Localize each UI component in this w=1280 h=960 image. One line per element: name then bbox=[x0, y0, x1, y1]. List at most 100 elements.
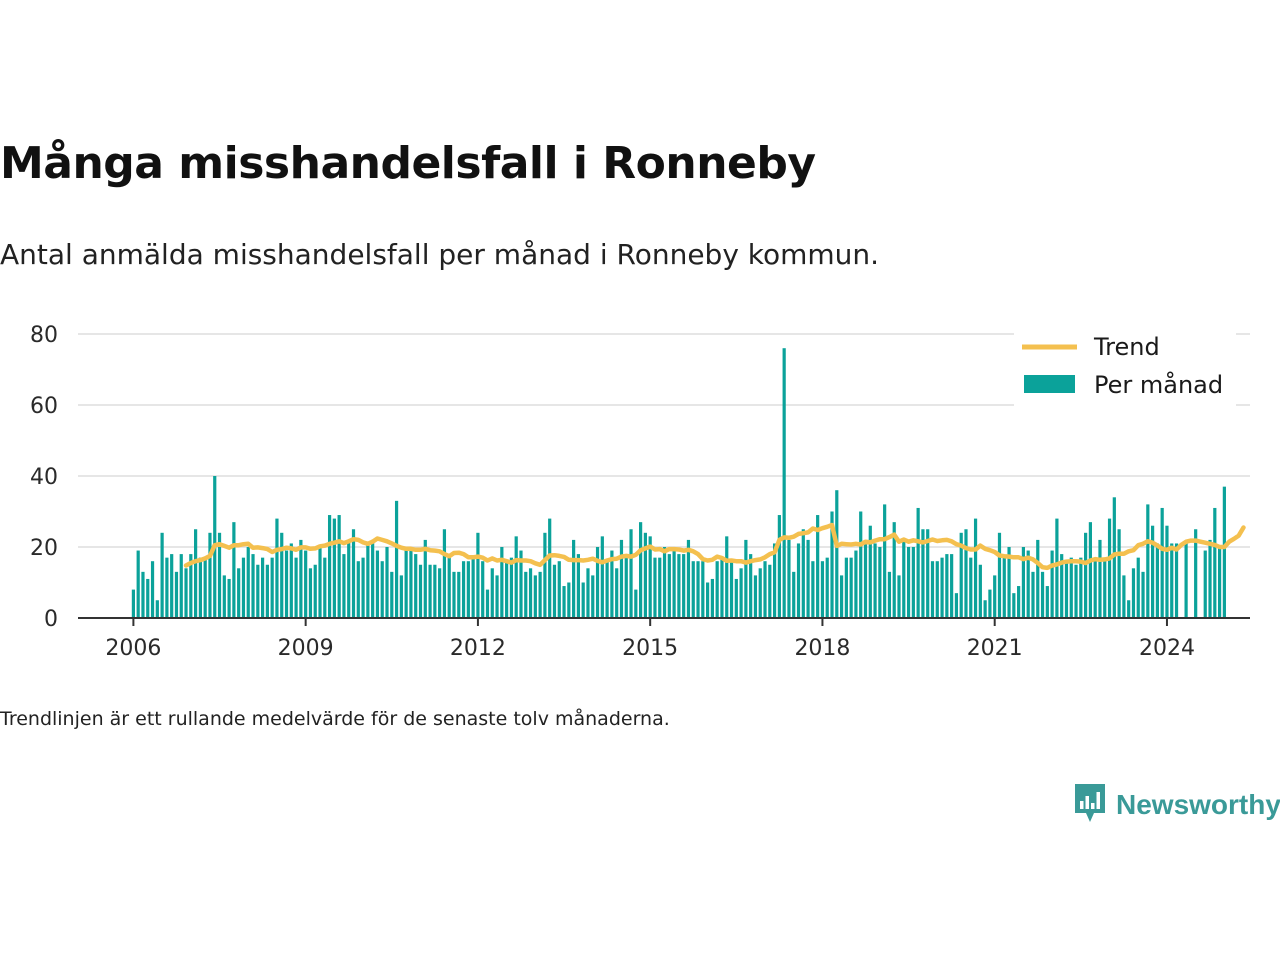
bar bbox=[581, 582, 585, 618]
bar bbox=[371, 539, 375, 618]
bar bbox=[1131, 568, 1136, 618]
bar bbox=[1036, 539, 1040, 618]
bar bbox=[777, 515, 781, 618]
bar bbox=[246, 547, 250, 618]
brand-logo: Newsworthy bbox=[1072, 782, 1280, 828]
bar bbox=[1217, 547, 1222, 618]
legend-trend-label: Trend bbox=[1093, 333, 1160, 361]
bar bbox=[146, 578, 150, 618]
footnote: Trendlinjen är ett rullande medelvärde f… bbox=[0, 708, 670, 730]
bar bbox=[136, 550, 140, 618]
bar bbox=[241, 557, 246, 618]
bar bbox=[744, 539, 748, 618]
chart-area: 0 20 40 60 80 2006 2009 2012 2015 2018 2021 2024 T… bbox=[30, 323, 1250, 661]
bar bbox=[1074, 564, 1078, 618]
bar bbox=[787, 539, 791, 618]
bar bbox=[811, 561, 815, 618]
bar bbox=[237, 568, 241, 618]
bar bbox=[327, 515, 332, 618]
bar bbox=[662, 547, 667, 618]
bar bbox=[1174, 543, 1179, 618]
bar bbox=[1151, 525, 1155, 618]
bar bbox=[318, 547, 322, 618]
bar bbox=[524, 571, 528, 618]
bar bbox=[332, 518, 336, 618]
bar bbox=[720, 557, 724, 618]
bar bbox=[734, 578, 738, 618]
bar bbox=[519, 550, 523, 618]
bar bbox=[457, 571, 461, 618]
bar bbox=[447, 554, 451, 618]
bar bbox=[586, 568, 590, 618]
bar bbox=[256, 564, 260, 618]
bar bbox=[667, 554, 671, 618]
bar bbox=[849, 557, 853, 618]
bar bbox=[1208, 539, 1212, 618]
bar bbox=[404, 547, 408, 618]
bar bbox=[648, 536, 652, 618]
bar bbox=[1084, 532, 1088, 618]
bar bbox=[782, 348, 786, 618]
bar bbox=[839, 575, 844, 618]
x-tick-label: 2015 bbox=[622, 636, 678, 661]
y-axis-ticks: 0 20 40 60 80 bbox=[30, 323, 58, 632]
bar bbox=[749, 554, 753, 618]
bar bbox=[442, 529, 447, 618]
bar bbox=[725, 536, 729, 618]
bar bbox=[969, 557, 973, 618]
bar-series-per-manad bbox=[131, 348, 1226, 618]
bar bbox=[409, 550, 413, 618]
bar bbox=[988, 589, 992, 618]
bar bbox=[1045, 586, 1049, 618]
bar bbox=[978, 564, 982, 618]
bar bbox=[366, 543, 370, 618]
bar bbox=[1194, 529, 1198, 618]
bar bbox=[1213, 507, 1217, 618]
bar bbox=[414, 554, 418, 618]
bar bbox=[184, 568, 188, 618]
bar bbox=[155, 600, 159, 618]
bar bbox=[194, 529, 198, 618]
bar bbox=[792, 571, 796, 618]
bar bbox=[768, 564, 772, 618]
bar bbox=[868, 525, 872, 618]
bar bbox=[304, 550, 308, 618]
bar bbox=[954, 593, 959, 618]
chart-subtitle: Antal anmälda misshandelsfall per månad … bbox=[0, 238, 880, 271]
bar bbox=[227, 578, 231, 618]
bar bbox=[1165, 525, 1169, 618]
bar bbox=[887, 571, 892, 618]
bar bbox=[351, 529, 356, 618]
bar bbox=[1155, 543, 1159, 618]
bar bbox=[179, 554, 183, 618]
bar bbox=[543, 532, 547, 618]
bar bbox=[1222, 486, 1226, 618]
bar bbox=[170, 554, 174, 618]
bar bbox=[1184, 543, 1188, 618]
bar bbox=[150, 561, 155, 618]
bar bbox=[160, 532, 164, 618]
bar bbox=[706, 582, 710, 618]
bar bbox=[682, 554, 686, 618]
bar bbox=[1122, 575, 1126, 618]
bar bbox=[361, 557, 365, 618]
bar bbox=[950, 554, 954, 618]
bar bbox=[686, 539, 691, 618]
bar bbox=[251, 554, 255, 618]
brand-name: Newsworthy bbox=[1116, 789, 1280, 820]
bar bbox=[1021, 547, 1026, 618]
chart-title: Många misshandelsfall i Ronneby bbox=[0, 138, 816, 189]
bar bbox=[380, 561, 384, 618]
legend-bar-label: Per månad bbox=[1094, 370, 1223, 399]
bar bbox=[1093, 561, 1097, 618]
bar bbox=[385, 547, 389, 618]
bar bbox=[490, 568, 494, 618]
bar bbox=[921, 529, 925, 618]
bar bbox=[1136, 557, 1140, 618]
bar bbox=[710, 578, 714, 618]
bar bbox=[222, 575, 226, 618]
bar bbox=[481, 561, 485, 618]
bar bbox=[347, 539, 351, 618]
bar bbox=[1146, 504, 1150, 618]
bar bbox=[997, 532, 1002, 618]
